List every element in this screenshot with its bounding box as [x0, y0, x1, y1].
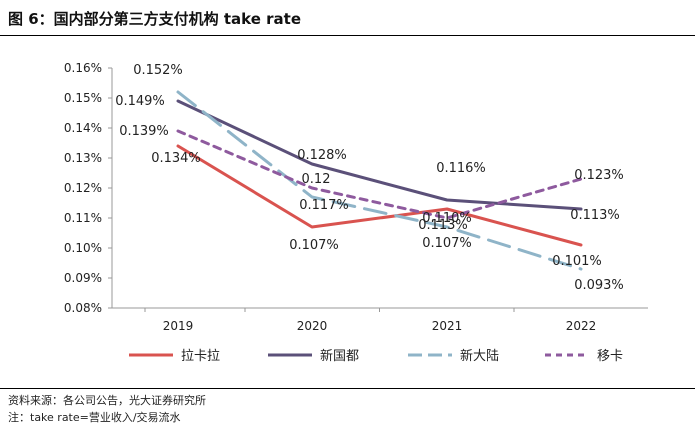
data-label: 0.117% — [299, 198, 349, 213]
y-tick-label: 0.15% — [64, 91, 102, 105]
y-tick-label: 0.12% — [64, 181, 102, 195]
data-label: 0.134% — [151, 151, 201, 166]
data-label: 0.107% — [289, 238, 339, 253]
data-label: 0.123% — [574, 168, 624, 183]
data-label: 0.152% — [133, 63, 183, 78]
data-label: 0.139% — [119, 124, 169, 139]
x-tick-label: 2021 — [432, 319, 463, 333]
data-label: 0.113% — [418, 218, 468, 233]
source-note: 资料来源：各公司公告，光大证券研究所 — [8, 394, 206, 407]
data-label: 0.110% — [422, 211, 472, 226]
y-tick-label: 0.09% — [64, 271, 102, 285]
footer-divider — [0, 388, 695, 389]
y-tick-label: 0.10% — [64, 241, 102, 255]
data-label: 0.128% — [297, 148, 347, 163]
series-line-拉卡拉 — [176, 144, 583, 247]
x-tick-label: 2019 — [163, 319, 194, 333]
line-chart: 0.16% 0.15% 0.14% 0.13% 0.12% 0.11% 0.10% 0.09%… — [64, 61, 648, 364]
y-tick-label: 0.14% — [64, 121, 102, 135]
legend-label: 移卡 — [597, 349, 623, 364]
legend-label: 新大陆 — [460, 348, 499, 364]
data-label: 0.107% — [422, 236, 472, 251]
chart-title: 图 6：国内部分第三方支付机构 take rate — [8, 10, 302, 28]
data-label: 0.093% — [574, 278, 624, 293]
y-tick-label: 0.13% — [64, 151, 102, 165]
x-tick-label: 2022 — [566, 319, 597, 333]
data-label: 0.149% — [115, 94, 165, 109]
title-divider — [0, 35, 695, 36]
legend-label: 新国都 — [320, 348, 359, 364]
x-tick-label: 2020 — [297, 319, 328, 333]
formula-note: 注：take rate=营业收入/交易流水 — [8, 411, 181, 424]
y-tick-label: 0.16% — [64, 61, 102, 75]
y-tick-label: 0.08% — [64, 301, 102, 315]
legend-label: 拉卡拉 — [181, 349, 220, 364]
data-label: 0.116% — [436, 161, 486, 176]
data-label: 0.12 — [302, 172, 331, 187]
data-label: 0.101% — [552, 254, 602, 269]
y-tick-label: 0.11% — [64, 211, 102, 225]
series-line-移卡 — [176, 129, 583, 220]
series-line-新国都 — [176, 99, 583, 211]
series-line-新大陆 — [176, 90, 583, 271]
data-label: 0.113% — [570, 208, 620, 223]
